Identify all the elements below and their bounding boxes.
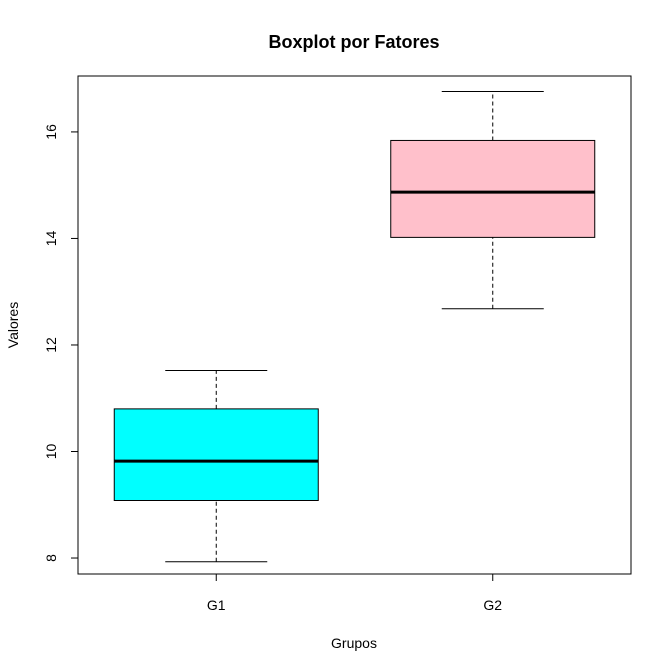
y-axis-label: Valores — [5, 302, 21, 348]
x-axis-label: Grupos — [331, 635, 377, 651]
chart-title: Boxplot por Fatores — [268, 32, 439, 52]
box-iqr — [113, 408, 319, 501]
y-axis: 8 10 12 14 16 — [43, 124, 79, 562]
chart-marks — [113, 90, 596, 563]
x-tick-label: G2 — [483, 597, 502, 613]
box-group-g1 — [113, 370, 319, 563]
x-tick-label: G1 — [207, 597, 226, 613]
y-tick-label: 14 — [43, 230, 59, 246]
box-group-g2 — [390, 90, 596, 310]
y-tick-label: 12 — [43, 337, 59, 353]
y-tick-label: 16 — [43, 124, 59, 140]
box-iqr — [390, 139, 596, 238]
y-tick-label: 8 — [43, 554, 59, 562]
x-axis: G1 G2 — [207, 573, 502, 613]
y-tick-label: 10 — [43, 444, 59, 460]
